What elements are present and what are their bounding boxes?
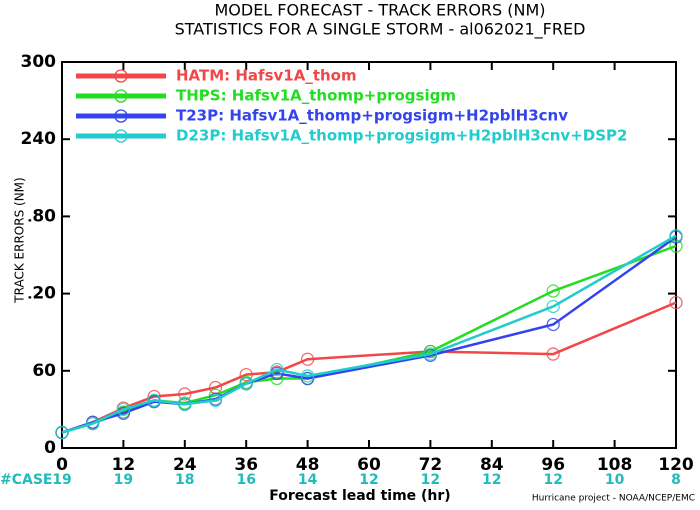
case-count: 19 [114, 472, 133, 488]
case-count: 12 [359, 472, 378, 488]
data-point [239, 377, 253, 391]
series-line [61, 235, 677, 434]
case-count: 14 [298, 472, 318, 488]
y-tick-label: 60 [32, 361, 56, 381]
legend-label: D23P: Hafsv1A_thomp+progsigm+H2pblH3cnv+… [176, 127, 627, 145]
x-tick-label: 48 [296, 455, 320, 475]
y-tick-label: 120 [21, 284, 57, 304]
legend-label: THPS: Hafsv1A_thomp+progsigm [176, 87, 456, 105]
case-count: 18 [175, 472, 194, 488]
data-point [546, 317, 560, 332]
legend-label: T23P: Hafsv1A_thomp+progsigm+H2pblH3cnv [176, 107, 568, 125]
data-point [55, 425, 69, 440]
case-count: 16 [236, 472, 255, 488]
legend-marker [114, 109, 128, 123]
legend-label: HATM: Hafsv1A_thom [176, 67, 357, 85]
x-tick-label: 108 [597, 455, 633, 475]
data-point [116, 402, 131, 417]
data-point [178, 397, 192, 411]
y-tick-label: 0 [44, 438, 56, 458]
case-count: 10 [605, 472, 625, 488]
data-point [147, 393, 161, 408]
data-point [300, 369, 315, 383]
x-tick-label: 60 [357, 455, 381, 475]
case-count: 12 [543, 472, 562, 488]
x-tick-label: 72 [419, 455, 443, 475]
case-count: 12 [421, 472, 440, 488]
plot-frame [61, 61, 677, 449]
y-axis-label-bg [12, 175, 29, 306]
x-tick-label: 36 [234, 455, 258, 475]
x-tick-label: 0 [56, 455, 68, 475]
data-point [546, 347, 560, 361]
y-tick-label: 180 [21, 206, 57, 226]
chart-subtitle: STATISTICS FOR A SINGLE STORM - al062021… [175, 20, 586, 40]
data-point [423, 347, 438, 361]
data-point [669, 239, 683, 253]
data-point [546, 299, 560, 314]
data-point [86, 416, 100, 431]
data-point [270, 362, 284, 377]
x-tick-label: 96 [541, 455, 565, 475]
x-tick-label: 12 [112, 455, 136, 475]
case-count: 12 [482, 472, 501, 488]
legend-marker [114, 129, 128, 143]
y-tick-label: 240 [21, 129, 57, 149]
case-count: 19 [52, 472, 71, 488]
data-point [178, 387, 192, 401]
legend-marker [114, 69, 128, 83]
chart-title: MODEL FORECAST - TRACK ERRORS (NM) [214, 1, 545, 20]
y-tick-label: 300 [21, 52, 57, 72]
x-tick-label: 84 [480, 455, 504, 475]
series-line [61, 244, 677, 434]
case-label: #CASE [0, 472, 53, 488]
case-count: 8 [671, 472, 681, 488]
legend-marker [114, 89, 128, 103]
footnote: Hurricane project - NOAA/NCEP/EMC [532, 494, 695, 504]
y-axis-label: TRACK ERRORS (NM) [13, 177, 27, 303]
data-point [300, 352, 315, 366]
x-tick-label: 120 [658, 455, 694, 475]
data-point [669, 295, 683, 310]
x-tick-label: 24 [173, 455, 197, 475]
data-point [546, 284, 560, 298]
data-point [208, 393, 223, 408]
x-axis-label: Forecast lead time (hr) [269, 488, 450, 504]
data-point [669, 229, 683, 243]
data-point [239, 368, 253, 382]
